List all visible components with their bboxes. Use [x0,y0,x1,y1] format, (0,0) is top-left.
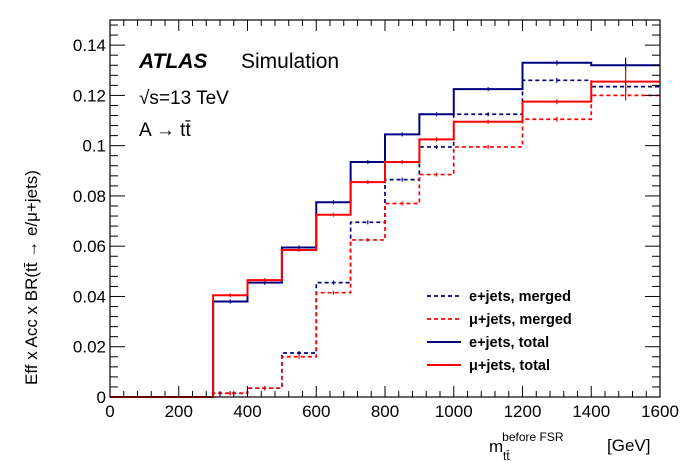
x-tick-label: 0 [105,402,114,421]
process-label: A → tt̄ [139,120,191,141]
y-axis-title: Eff x Acc x BR(tt̄ → e/μ+jets) [22,170,41,385]
legend-label-e-merged: e+jets, merged [469,289,571,305]
legend-label-mu-total: μ+jets, total [469,358,550,374]
y-tick-label: 0.12 [73,86,106,105]
x-tick-label: 1400 [572,402,610,421]
x-axis-title-subscript: tt̄ [503,449,510,463]
legend-label-e-total: e+jets, total [469,335,549,351]
legend-label-mu-merged: μ+jets, merged [469,312,572,328]
x-tick-label: 400 [233,402,261,421]
energy-label: √s=13 TeV [139,88,229,109]
x-axis-title-base: m [489,437,503,456]
y-tick-label: 0.02 [73,338,106,357]
y-tick-label: 0.1 [82,137,106,156]
x-tick-label: 1600 [641,402,679,421]
x-tick-label: 600 [302,402,330,421]
x-tick-label: 1200 [504,402,542,421]
simulation-label: Simulation [241,50,339,73]
y-tick-label: 0 [97,388,106,407]
x-axis-title-unit: [GeV] [607,436,650,455]
tick-layer: 0 200 400 600 800 1000 1200 1400 1600 0 0.02 0.04 0.… [73,20,679,421]
y-tick-label: 0.04 [73,287,106,306]
y-tick-label: 0.06 [73,237,106,256]
x-tick-label: 800 [371,402,399,421]
x-axis-title: mbefore FSR [489,430,564,456]
y-tick-label: 0.08 [73,187,106,206]
experiment-label: ATLAS [138,50,207,73]
x-tick-label: 200 [165,402,193,421]
series-3 [110,69,660,398]
x-tick-label: 1000 [435,402,473,421]
y-tick-label: 0.14 [73,36,106,55]
legend: e+jets, merged μ+jets, merged e+jets, to… [427,289,572,374]
x-axis-title-superscript: before FSR [502,430,564,444]
